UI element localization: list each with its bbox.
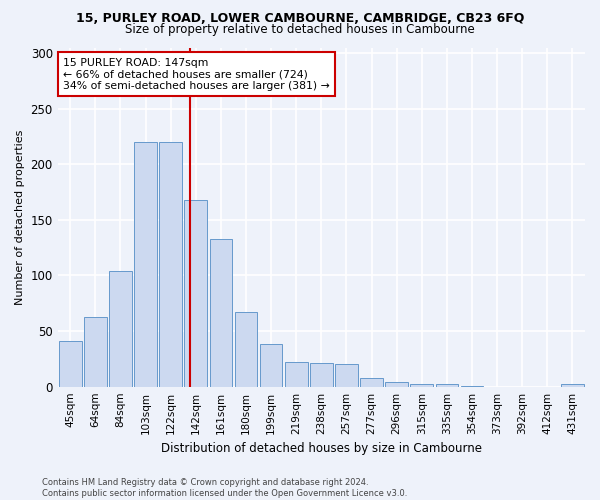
Bar — [360, 378, 383, 386]
Bar — [235, 312, 257, 386]
Bar — [335, 364, 358, 386]
Text: 15 PURLEY ROAD: 147sqm
← 66% of detached houses are smaller (724)
34% of semi-de: 15 PURLEY ROAD: 147sqm ← 66% of detached… — [63, 58, 329, 91]
Bar — [59, 341, 82, 386]
Text: Contains HM Land Registry data © Crown copyright and database right 2024.
Contai: Contains HM Land Registry data © Crown c… — [42, 478, 407, 498]
Bar — [436, 384, 458, 386]
Bar — [84, 316, 107, 386]
Bar — [285, 362, 308, 386]
Bar — [109, 271, 132, 386]
Text: 15, PURLEY ROAD, LOWER CAMBOURNE, CAMBRIDGE, CB23 6FQ: 15, PURLEY ROAD, LOWER CAMBOURNE, CAMBRI… — [76, 12, 524, 26]
Bar — [310, 364, 332, 386]
X-axis label: Distribution of detached houses by size in Cambourne: Distribution of detached houses by size … — [161, 442, 482, 455]
Bar — [184, 200, 207, 386]
Bar — [160, 142, 182, 386]
Bar — [209, 239, 232, 386]
Bar — [410, 384, 433, 386]
Bar — [385, 382, 408, 386]
Bar — [260, 344, 283, 387]
Bar — [561, 384, 584, 386]
Text: Size of property relative to detached houses in Cambourne: Size of property relative to detached ho… — [125, 22, 475, 36]
Y-axis label: Number of detached properties: Number of detached properties — [15, 130, 25, 305]
Bar — [134, 142, 157, 386]
